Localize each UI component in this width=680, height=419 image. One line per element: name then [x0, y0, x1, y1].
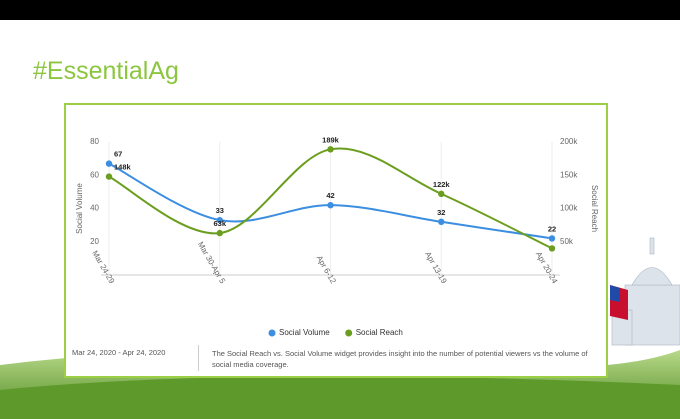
description: The Social Reach vs. Social Volume widge… — [212, 349, 588, 369]
x-tick-label: Apr 13-19 — [423, 250, 449, 285]
x-tick-label: Mar 30-Apr 5 — [196, 240, 227, 285]
data-point — [438, 190, 445, 198]
chart-card: 20 40 60 80 50k 100k 150k 200k Social Volume Soci… — [64, 103, 608, 378]
data-point — [105, 173, 113, 180]
chart: 20 40 60 80 50k 100k 150k 200k Social Volume Soci… — [75, 135, 599, 337]
data-point — [327, 201, 334, 209]
date-range: Mar 24, 2020 - Apr 24, 2020 — [72, 348, 166, 357]
y2-tick-label: 150k — [560, 170, 578, 179]
data-label: 63k — [213, 219, 226, 228]
y-axis-title: Social Volume — [75, 183, 84, 234]
slide: #EssentialAg 20 40 60 80 50k 100k 150k 200k Soci… — [0, 20, 680, 419]
x-tick-label: Apr 6-12 — [315, 254, 338, 286]
y-tick-label: 80 — [90, 137, 99, 146]
y2-tick-label: 50k — [560, 237, 574, 246]
data-point — [327, 146, 334, 153]
legend-label: Social Volume — [279, 328, 330, 337]
data-label: 42 — [326, 191, 334, 200]
data-point — [548, 235, 556, 242]
data-point — [438, 218, 445, 225]
data-label: 67 — [114, 150, 122, 159]
data-label: 33 — [216, 206, 224, 215]
legend-marker — [268, 329, 276, 337]
data-label: 189k — [322, 135, 340, 144]
x-tick-label: Mar 24-29 — [90, 249, 116, 286]
data-point — [216, 229, 223, 237]
y2-tick-label: 200k — [560, 137, 578, 146]
y-tick-label: 60 — [90, 170, 99, 179]
y-tick-label: 20 — [90, 237, 99, 246]
y2-axis-title: Social Reach — [590, 185, 599, 232]
legend-label: Social Reach — [356, 328, 403, 337]
slide-title: #EssentialAg — [33, 57, 179, 85]
data-label: 22 — [548, 224, 556, 233]
y2-tick-label: 100k — [560, 204, 578, 213]
data-point — [105, 160, 113, 167]
data-label: 122k — [433, 180, 451, 189]
data-point — [548, 245, 556, 252]
data-label: 148k — [114, 163, 132, 172]
y-tick-label: 40 — [90, 204, 99, 213]
legend-marker — [345, 329, 353, 337]
data-label: 32 — [437, 208, 445, 217]
x-tick-label: Apr 20-24 — [534, 250, 560, 285]
divider — [198, 345, 199, 371]
data-point — [216, 216, 223, 224]
